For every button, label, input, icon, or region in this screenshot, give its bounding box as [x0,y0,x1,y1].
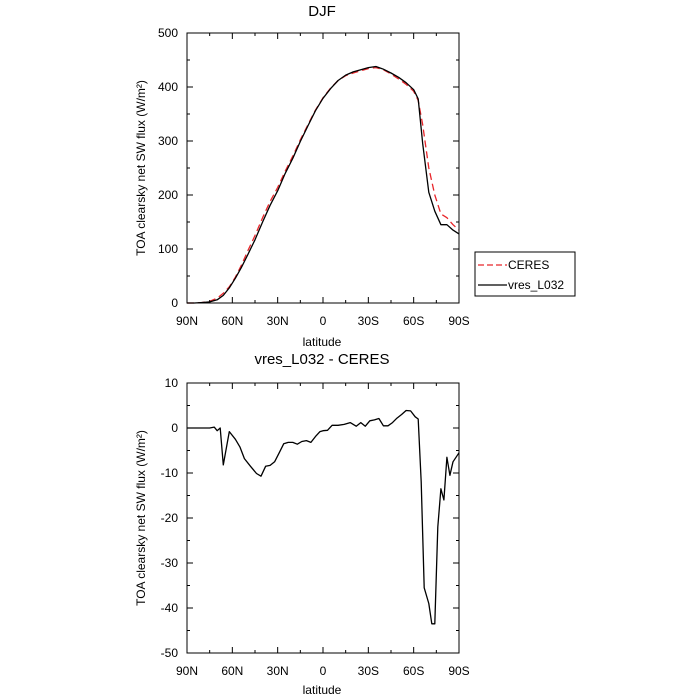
series-line-difference [187,409,460,625]
series-layer-top [187,65,460,304]
legend: CERES vres_L032 [474,251,576,297]
x-tick-label: 0 [320,314,327,328]
x-tick-label: 30N [267,664,289,678]
series-line-vres-l032 [187,65,460,304]
y-tick-label: -20 [161,511,179,525]
y-ticks-bottom: -50 -40 -30 -20 -10 0 10 [161,376,459,660]
panel-bottom: vres_L032 - CERES 90N 60N 30N 0 30S 60S 90S -5… [134,351,470,697]
x-tick-label: 30S [358,314,379,328]
x-tick-label: 60S [403,664,424,678]
x-axis-label-top: latitude [303,335,342,349]
y-tick-label: 400 [158,80,178,94]
y-tick-label: 0 [171,296,178,310]
panel-top: DJF 90N 60N 30N 0 30S 60S 90S 0 100 200 300 400 500… [134,3,576,349]
x-ticks-top: 90N 60N 30N 0 30S 60S 90S [176,33,470,328]
x-tick-label: 90S [448,664,469,678]
chart-title-bottom: vres_L032 - CERES [254,351,389,368]
x-tick-label: 0 [320,664,327,678]
y-tick-label: -40 [161,601,179,615]
x-tick-label: 90S [448,314,469,328]
legend-model-label: vres_L032 [508,278,564,292]
y-tick-label: -30 [161,556,179,570]
y-tick-label: 200 [158,188,178,202]
y-tick-label: 100 [158,242,178,256]
plot-frame-top [186,32,460,304]
x-tick-label: 90N [176,664,198,678]
y-tick-label: -50 [161,646,179,660]
y-tick-label: 500 [158,26,178,40]
y-ticks-top: 0 100 200 300 400 500 [158,26,459,310]
x-tick-label: 90N [176,314,198,328]
y-tick-label: 10 [165,376,179,390]
x-tick-label: 30N [267,314,289,328]
legend-ceres-label: CERES [508,258,549,272]
x-tick-label: 60N [221,664,243,678]
x-axis-label-bottom: latitude [303,683,342,697]
y-tick-label: 300 [158,134,178,148]
x-tick-label: 30S [358,664,379,678]
series-layer-bottom [187,409,460,625]
chart-title-top: DJF [308,3,336,20]
x-ticks-bottom: 90N 60N 30N 0 30S 60S 90S [176,383,470,678]
y-tick-label: 0 [171,421,178,435]
x-tick-label: 60N [221,314,243,328]
y-tick-label: -10 [161,466,179,480]
y-axis-label-bottom: TOA clearsky net SW flux (W/m²) [134,430,148,606]
x-tick-label: 60S [403,314,424,328]
legend-box [474,251,576,297]
y-axis-label-top: TOA clearsky net SW flux (W/m²) [134,80,148,256]
